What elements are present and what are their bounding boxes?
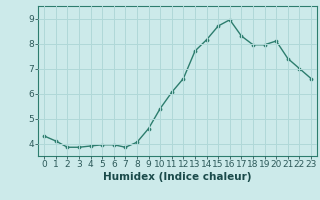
X-axis label: Humidex (Indice chaleur): Humidex (Indice chaleur) <box>103 172 252 182</box>
